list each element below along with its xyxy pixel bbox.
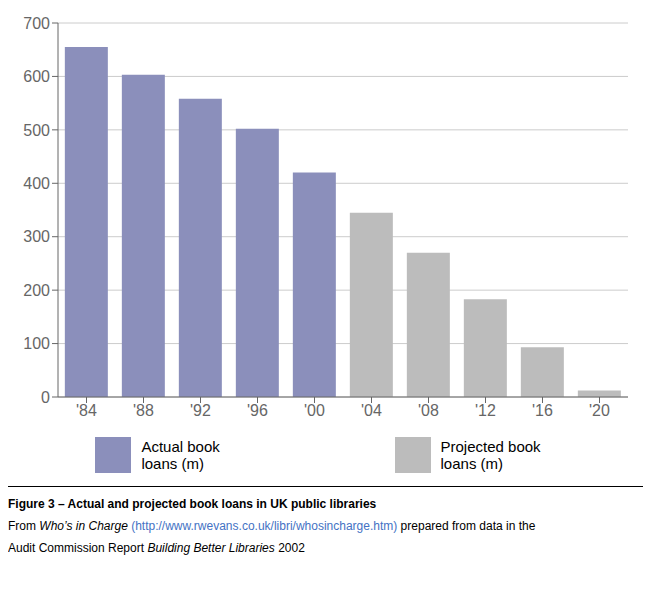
svg-text:'08: '08 — [418, 402, 439, 419]
svg-text:'88: '88 — [133, 402, 154, 419]
svg-text:'00: '00 — [304, 402, 325, 419]
svg-text:400: 400 — [23, 175, 50, 192]
svg-text:'92: '92 — [190, 402, 211, 419]
html-text:From Who’s in Charge (http://w: From Who’s in Charge (http://www.rwevans… — [8, 519, 536, 533]
svg-text:600: 600 — [23, 68, 50, 85]
svg-text:100: 100 — [23, 335, 50, 352]
svg-text:700: 700 — [23, 15, 50, 32]
html-text:Figure 3 – Actual and projecte: Figure 3 – Actual and projected book loa… — [8, 497, 377, 511]
svg-text:200: 200 — [23, 282, 50, 299]
svg-text:'16: '16 — [532, 402, 553, 419]
svg-text:300: 300 — [23, 228, 50, 245]
html-text:Audit Commission Report Buildi: Audit Commission Report Building Better … — [8, 541, 305, 555]
svg-text:'84: '84 — [76, 402, 97, 419]
svg-text:0: 0 — [41, 389, 50, 406]
svg-text:500: 500 — [23, 122, 50, 139]
html-text:Actual book loans (m): Actual book loans (m) — [141, 438, 220, 472]
svg-text:'12: '12 — [475, 402, 496, 419]
svg-text:'04: '04 — [361, 402, 382, 419]
svg-text:'96: '96 — [247, 402, 268, 419]
html-text:Projected book loans (m): Projected book loans (m) — [440, 438, 541, 472]
svg-text:'20: '20 — [589, 402, 610, 419]
